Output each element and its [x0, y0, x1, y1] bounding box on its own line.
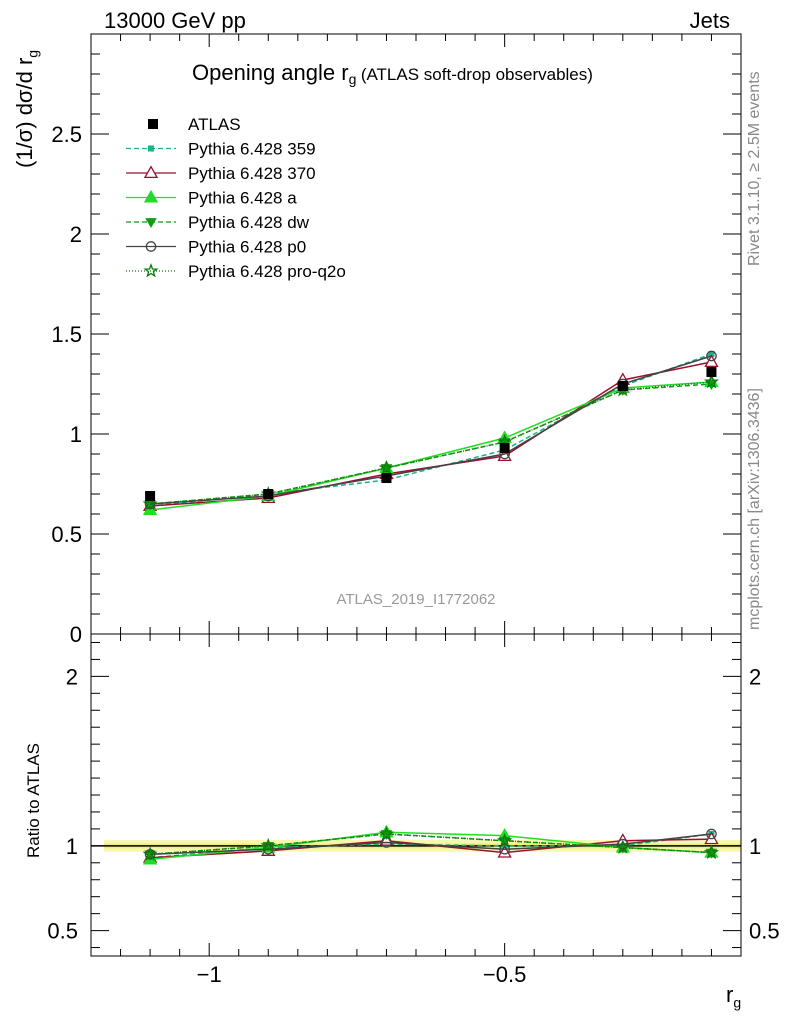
header-process-label: 13000 GeV pp	[104, 8, 246, 33]
ratio-y-tick-label: 2	[66, 664, 78, 689]
main-y-tick-label: 0	[70, 622, 82, 647]
atlas-data-point	[617, 381, 628, 391]
ratio-y-tick-label-right: 0.5	[749, 919, 780, 944]
main-series-point-pythia-6-428-359	[708, 350, 715, 358]
chart-title-main: Opening angle r	[192, 60, 349, 85]
ratio-series-point-pythia-6-428-pro-q2o	[378, 825, 395, 841]
ratio-series-point-pythia-6-428-pro-q2o	[260, 837, 276, 853]
x-axis-title: rg	[726, 982, 741, 1010]
legend-marker-pythia-6-428-p0	[145, 241, 157, 252]
ratio-series-point-pythia-6-428-pro-q2o	[703, 844, 720, 860]
ratio-series-point-pythia-6-428-370	[497, 844, 512, 858]
legend-label-pythia-6-428-359: Pythia 6.428 359	[188, 140, 316, 159]
ratio-series-line-pythia-6-428-p0	[150, 833, 712, 856]
ratio-series-point-pythia-6-428-p0	[381, 837, 392, 848]
legend-label-pythia-6-428-370: Pythia 6.428 370	[188, 164, 316, 183]
ratio-series-point-pythia-6-428-pro-q2o	[497, 832, 513, 848]
main-series-line-pythia-6-428-p0	[150, 355, 712, 505]
atlas-data-point	[499, 443, 510, 453]
ratio-y-tick-label-right: 2	[749, 664, 761, 689]
legend-marker-atlas	[148, 119, 158, 129]
x-axis-title-text: r	[726, 982, 734, 1007]
ratio-y-tick-label-right: 1	[749, 834, 761, 859]
ratio-series-point-pythia-6-428-p0	[617, 838, 629, 850]
ratio-series-line-pythia-6-428-370	[150, 838, 712, 859]
ratio-plot-frame	[90, 633, 742, 957]
ratio-series-point-pythia-6-428-p0	[706, 828, 717, 840]
x-tick-label: −1	[197, 962, 222, 987]
ratio-series-point-pythia-6-428-p0	[499, 843, 510, 855]
x-tick-label: −0.5	[483, 962, 526, 987]
main-series-line-pythia-6-428-dw	[150, 383, 712, 505]
main-series-line-pythia-6-428-359	[150, 353, 712, 507]
legend-marker-pythia-6-428-dw	[145, 218, 157, 229]
ratio-series-point-pythia-6-428-pro-q2o	[615, 839, 631, 854]
main-y-tick-label: 2.5	[51, 122, 82, 147]
main-series-line-pythia-6-428-a	[150, 381, 712, 511]
atlas-data-point	[706, 367, 717, 377]
main-series-point-pythia-6-428-pro-q2o	[703, 373, 720, 389]
chart-title-sub: g	[348, 71, 357, 88]
chart-title: Opening angle rg (ATLAS soft-drop observ…	[192, 60, 593, 87]
header-category-label: Jets	[689, 8, 730, 33]
x-axis-title-sub: g	[733, 994, 742, 1011]
legend-marker-pythia-6-428-a	[143, 189, 159, 203]
main-series-point-pythia-6-428-pro-q2o	[378, 459, 395, 475]
legend-label-pythia-6-428-a: Pythia 6.428 a	[188, 189, 297, 208]
atlas-data-point	[145, 491, 156, 501]
ratio-series-point-pythia-6-428-p0	[262, 843, 274, 855]
legend-label-atlas: ATLAS	[188, 115, 241, 134]
legend-label-pythia-6-428-pro-q2o: Pythia 6.428 pro-q2o	[188, 262, 346, 281]
main-series-point-pythia-6-428-p0	[706, 350, 717, 362]
main-y-tick-label: 1.5	[51, 322, 82, 347]
main-y-tick-label: 1	[70, 422, 82, 447]
ratio-series-line-pythia-6-428-dw	[150, 833, 712, 856]
legend-marker-pythia-6-428-pro-q2o	[143, 263, 159, 278]
legend-marker-pythia-6-428-370	[143, 165, 159, 179]
legend-marker-pythia-6-428-359	[147, 145, 155, 152]
main-y-tick-label: 2	[70, 222, 82, 247]
ratio-series-point-pythia-6-428-pro-q2o	[142, 846, 158, 861]
main-series-line-pythia-6-428-pro-q2o	[150, 381, 712, 505]
chart-title-suffix: (ATLAS soft-drop observables)	[360, 65, 593, 84]
legend-label-pythia-6-428-p0: Pythia 6.428 p0	[188, 238, 306, 257]
atlas-data-point	[263, 489, 274, 499]
analysis-watermark: ATLAS_2019_I1772062	[336, 591, 495, 608]
main-y-tick-label: 0.5	[51, 522, 82, 547]
legend-label-pythia-6-428-dw: Pythia 6.428 dw	[188, 213, 310, 232]
ratio-y-tick-label: 0.5	[47, 919, 78, 944]
main-series-point-pythia-6-428-pro-q2o	[142, 495, 158, 511]
ratio-y-tick-label: 1	[66, 834, 78, 859]
atlas-data-point	[381, 473, 392, 483]
